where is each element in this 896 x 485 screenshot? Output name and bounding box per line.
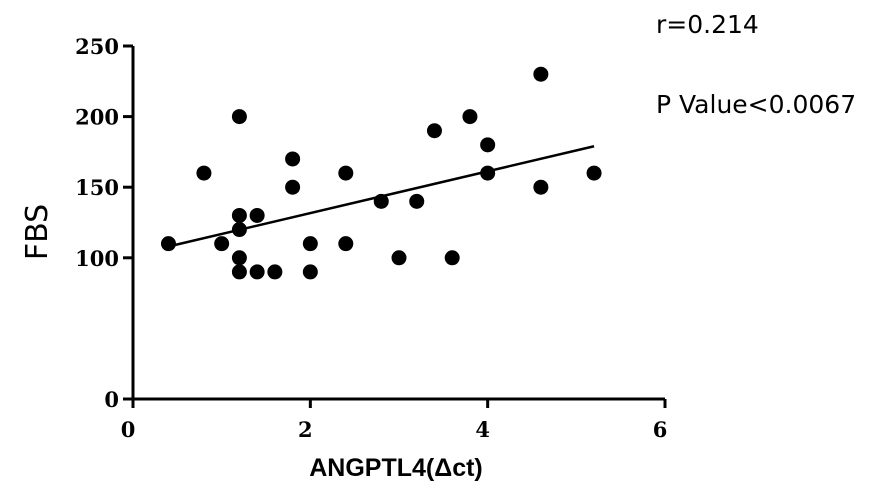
data-point: [391, 250, 407, 266]
data-point: [285, 179, 301, 195]
y-tick-label: 250: [75, 34, 119, 59]
data-point: [586, 165, 602, 181]
data-point: [409, 193, 425, 209]
data-point: [480, 165, 496, 181]
data-point: [302, 236, 318, 252]
data-point: [249, 207, 265, 223]
data-point: [302, 264, 318, 280]
data-point: [444, 250, 460, 266]
data-point: [373, 193, 389, 209]
x-tick-label: 0: [121, 417, 136, 442]
correlation-annotation: r=0.214: [656, 10, 759, 39]
y-axis-label: FBS: [20, 204, 55, 260]
p-value-annotation: P Value<0.0067: [656, 90, 856, 119]
data-point: [196, 165, 212, 181]
y-tick-label: 200: [75, 105, 119, 130]
data-point: [231, 250, 247, 266]
x-axis-label: ANGPTL4(Δct): [309, 454, 483, 482]
y-tick-label: 100: [75, 246, 119, 271]
data-point: [249, 264, 265, 280]
x-tick-label: 6: [653, 417, 668, 442]
y-tick-label: 150: [75, 175, 119, 200]
data-point: [533, 66, 549, 82]
data-point: [462, 109, 478, 125]
tick-marks: [123, 44, 667, 408]
tick-labels: 0 2 4 6 0 100 150 200 250: [75, 34, 667, 442]
x-tick-label: 2: [298, 417, 313, 442]
data-point: [267, 264, 283, 280]
data-point: [533, 179, 549, 195]
data-point: [426, 123, 442, 139]
data-point: [231, 222, 247, 238]
data-point: [285, 151, 301, 167]
y-tick-label: 0: [104, 387, 119, 412]
x-tick-label: 4: [475, 417, 490, 442]
data-point: [160, 236, 176, 252]
data-point: [214, 236, 230, 252]
data-point: [231, 207, 247, 223]
data-point: [480, 137, 496, 153]
axes: [131, 46, 665, 401]
data-point: [338, 165, 354, 181]
data-points: [160, 66, 602, 280]
data-point: [231, 109, 247, 125]
data-point: [338, 236, 354, 252]
data-point: [231, 264, 247, 280]
